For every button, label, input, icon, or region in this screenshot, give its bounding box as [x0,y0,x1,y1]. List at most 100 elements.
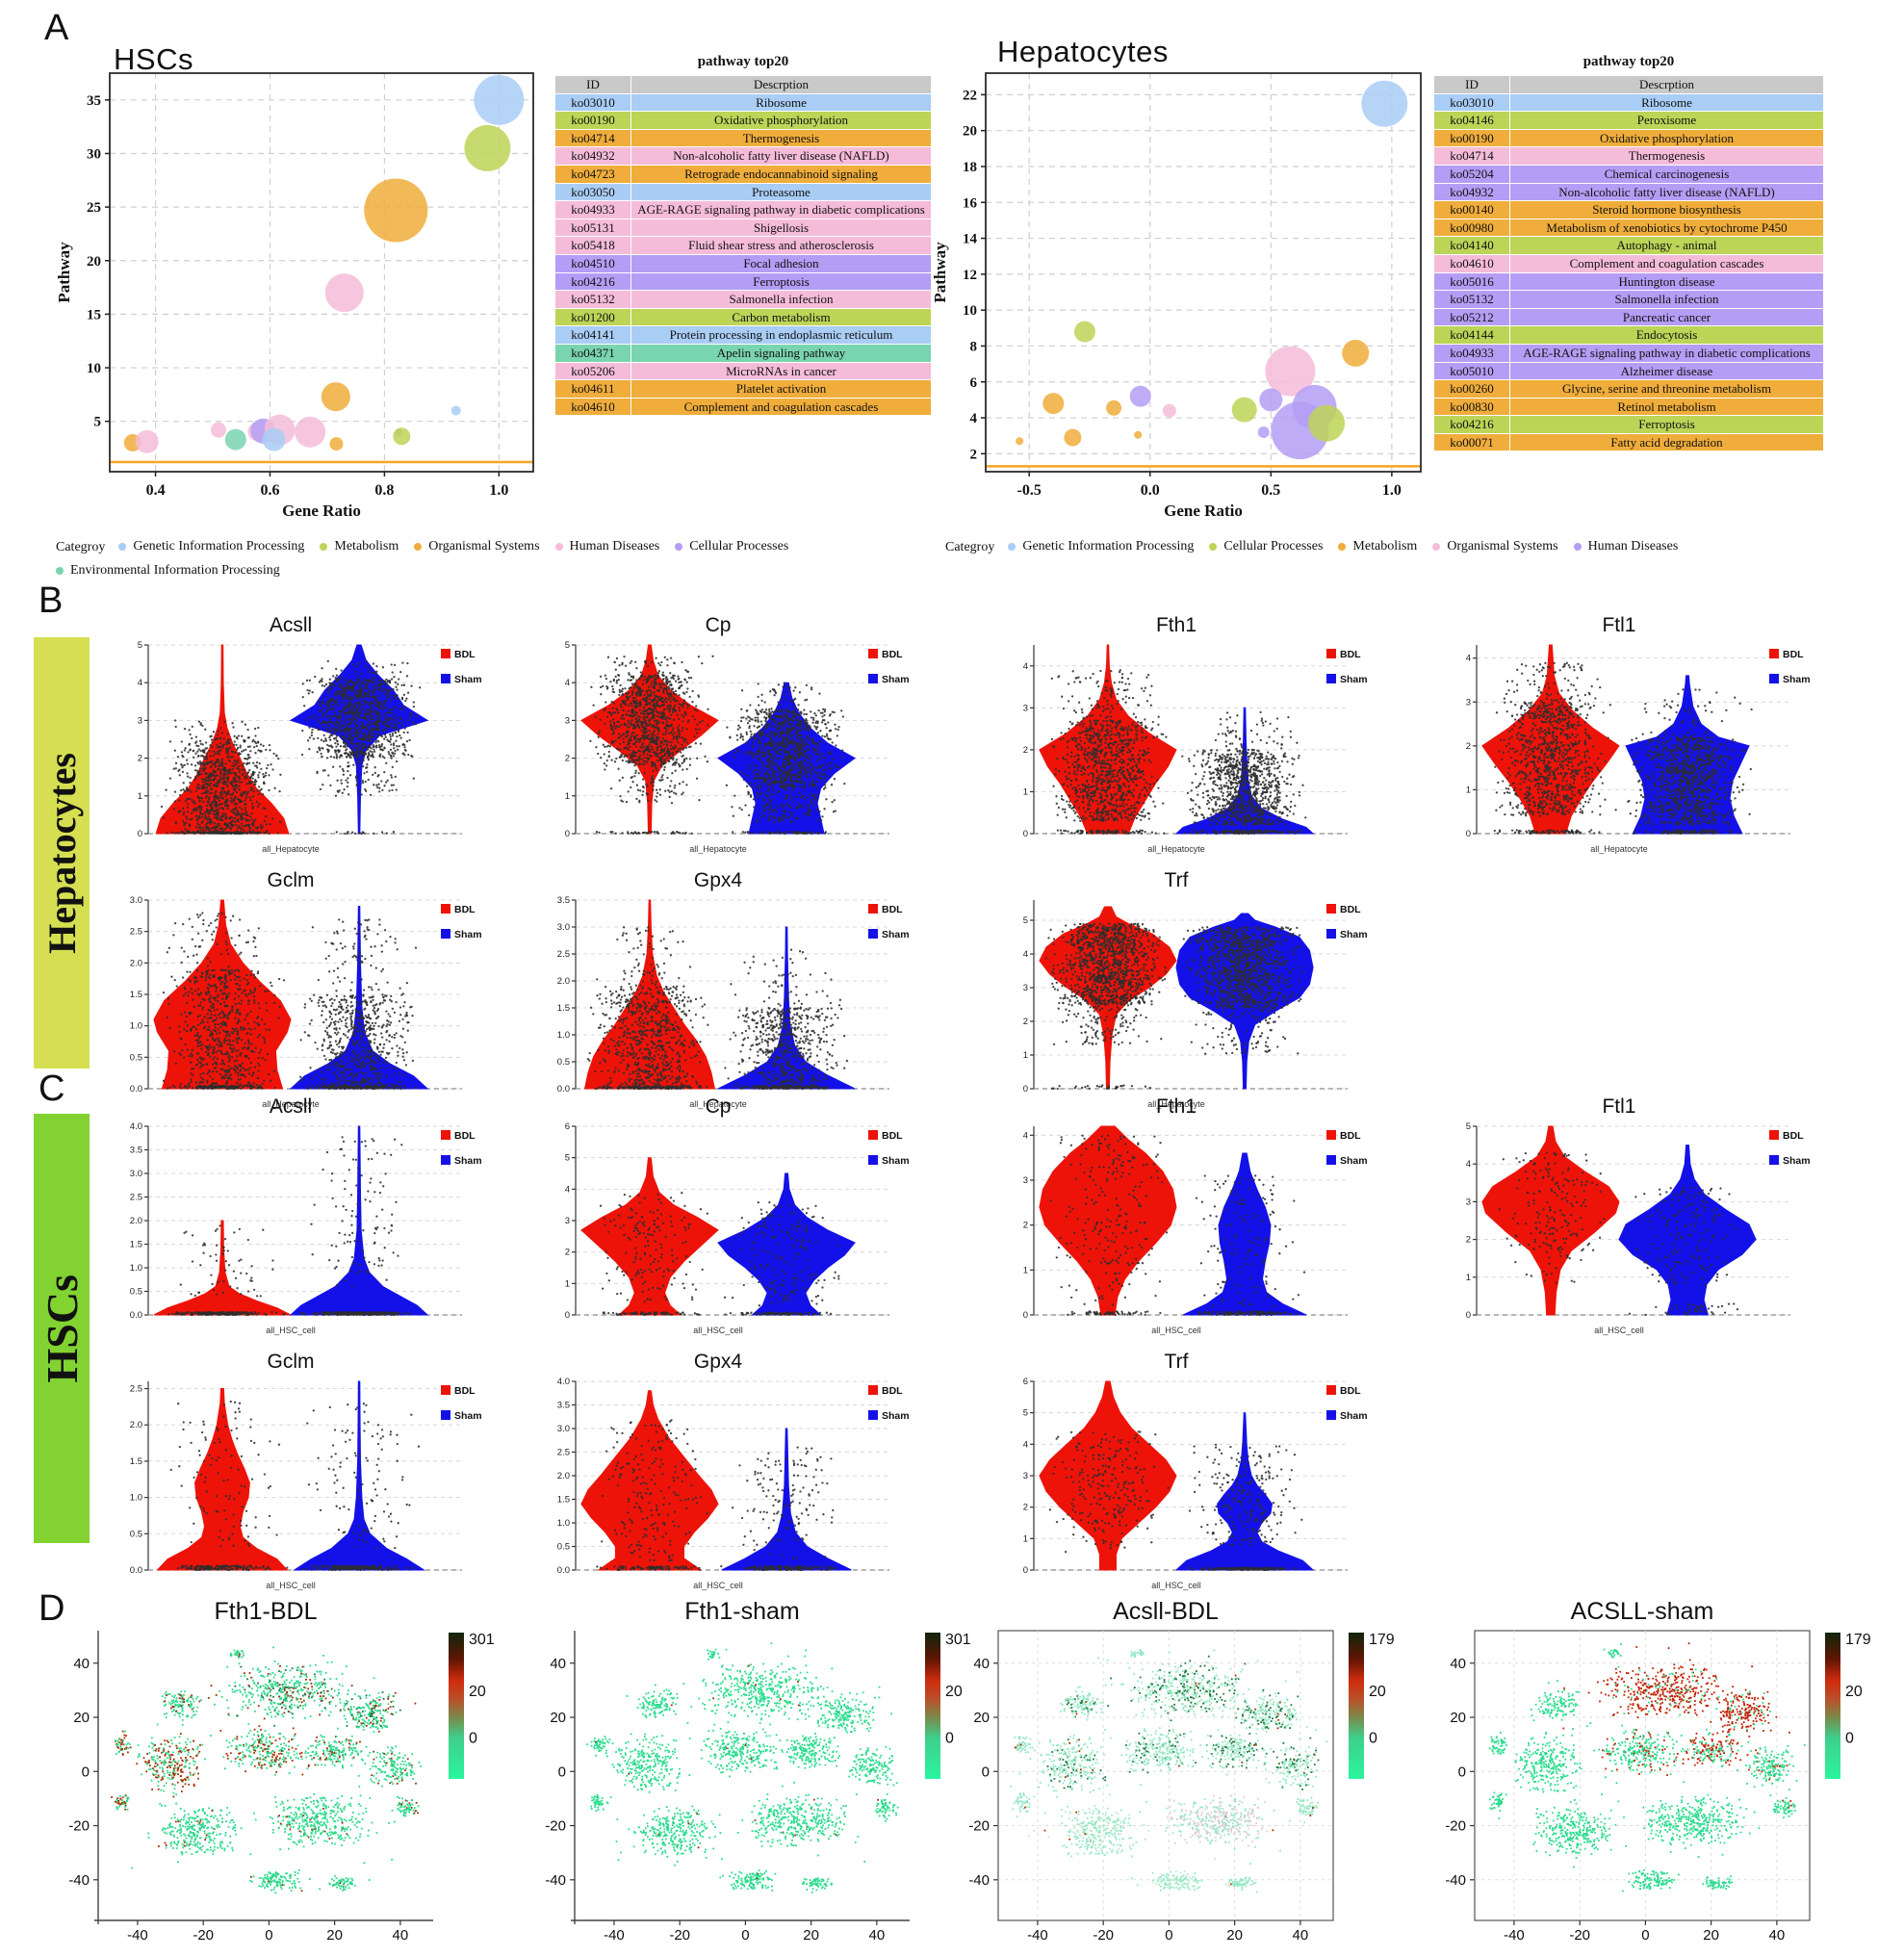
violin-x-label: all_HSC_cell [266,1326,316,1335]
svg-text:5: 5 [138,640,142,651]
points-bdl [162,912,286,1091]
hepatocytes-row-band-label: Hepatocytes [39,753,85,954]
legend-item: Human Diseases [554,535,659,558]
svg-text:16: 16 [963,195,978,211]
svg-text:22: 22 [963,88,977,103]
points-bdl [1498,1151,1606,1284]
points-sham [1627,688,1753,836]
svg-text:10: 10 [87,361,101,376]
violin-hep-cp: 0 1 2 3 4 5 Cp all_Hepatocyte BDL Sham [531,616,945,859]
points-sham [299,918,418,1091]
table-row: ko05010 Alzheimer disease [1433,361,1824,381]
table-row: ko04714 Thermogenesis [1433,146,1824,166]
pathway-desc-cell: AGE-RAGE signaling pathway in diabetic c… [1509,343,1824,363]
svg-text:15: 15 [87,307,101,322]
table-row: ko01200 Carbon metabolism [554,307,932,327]
violin-title: Cp [706,616,732,636]
legend-item-label: Environmental Information Processing [70,559,280,582]
points-sham [299,1136,411,1317]
hscs-table-title: pathway top20 [554,54,932,70]
table-row: ko04216 Ferroptosis [554,271,932,292]
pathway-desc-cell: Ribosome [630,92,932,113]
violin-title: Cp [706,1097,732,1118]
pathway-desc-cell: Ferroptosis [630,271,932,292]
hepatocytes-bubble-title: Hepatocytes [997,35,1169,69]
violin-shape-sham [1618,1145,1757,1316]
pathway-id-cell: ko04216 [1433,415,1510,434]
svg-text:0: 0 [138,829,142,839]
svg-text:2: 2 [970,447,978,462]
violin-x-label: all_Hepatocyte [1147,844,1205,854]
points-bdl [167,1224,286,1317]
points-bdl [596,1419,708,1572]
legend-item-label: Genetic Information Processing [133,535,304,558]
legend-item: Genetic Information Processing [118,535,304,558]
svg-text:1: 1 [565,791,570,802]
svg-text:30: 30 [87,146,101,162]
pathway-desc-cell: Autophagy - animal [1509,236,1824,255]
table-row: ko00071 Fatty acid degradation [1433,432,1824,452]
legend-item: Organismal Systems [1432,535,1558,558]
pathway-desc-cell: Oxidative phosphorylation [1509,128,1824,148]
svg-text:0: 0 [565,829,570,839]
violin-hsc-trf: 0 1 2 3 4 5 6 Trf all_HSC_cell BDL Sham [990,1352,1403,1595]
points-sham [301,1403,421,1572]
pathway-id-cell: ko00190 [554,111,631,130]
violin-title: Trf [1165,871,1189,891]
pathway-id-cell: ko03050 [554,182,631,202]
hscs-pathway-table-grid: ID Descrption ko03010 Ribosome ko00190 Oxidat… [554,75,932,417]
points-sham [1187,1443,1303,1572]
legend-dot-icon [320,543,328,551]
pathway-desc-cell: Proteasome [630,182,932,202]
table-row: ko03010 Ribosome [1433,92,1824,113]
points-sham [724,948,849,1091]
legend-item: Genetic Information Processing [1008,535,1194,558]
hepatocytes-category-legend: Categroy Genetic Information Processing Ce… [945,535,1812,559]
pathway-id-cell: ko00071 [1433,432,1510,452]
panel-a-label: A [44,8,68,49]
hepatocytes-row-band: Hepatocytes [34,637,90,1069]
legend-dot-icon [1008,543,1016,551]
table-row: ko00980 Metabolism of xenobiotics by cyto… [1433,218,1824,238]
legend-item: Metabolism [320,535,399,558]
table-row: ko00140 Steroid hormone biosynthesis [1433,200,1824,219]
pathway-desc-cell: Apelin signaling pathway [630,343,932,363]
points-bdl [1044,922,1168,1091]
pathway-id-cell: ko04933 [1433,343,1510,363]
legend-dot-icon [675,543,683,551]
legend-dot-icon [118,543,127,551]
violin-hsc-gpx4: 0.0 0.5 1.0 1.5 2.0 2.5 3.0 3.5 4.0 Gpx4 all_HSC_c… [531,1352,945,1595]
svg-text:0.8: 0.8 [374,482,394,499]
violin-hep-acsll: 0 1 2 3 4 5 Acsll all_Hepatocyte BDL Sham [104,616,518,859]
svg-text:20: 20 [963,124,977,140]
table-row: ko05212 Pancreatic cancer [1433,307,1824,327]
pathway-id-cell: ko05016 [1433,271,1510,292]
pathway-id-cell: ko04140 [1433,236,1510,255]
pathway-id-cell: ko04371 [554,343,631,363]
svg-text:4: 4 [970,411,978,426]
violin-shape-sham [721,1428,852,1571]
tsne-fth1-bdl: -40 -40 -20 -20 0 0 20 20 40 40 Fth1-BDL 301 20 0 [48,1598,518,1957]
svg-text:12: 12 [963,268,977,283]
table-row: ko03010 Ribosome [554,92,932,113]
violin-plot-svg: 0.00.51.01.52.02.53.03.54.0 Acsll all_HSC_… [130,1097,482,1335]
violin-x-label: all_HSC_cell [693,1326,743,1335]
pathway-id-cell: ko04510 [554,253,631,273]
violin-shape-bdl [156,1388,289,1571]
table-row: ko04510 Focal adhesion [554,253,932,273]
pathway-desc-cell: Protein processing in endoplasmic reticu… [630,325,932,345]
violin-x-label: all_Hepatocyte [1147,1099,1205,1109]
hscs-row-band: HSCs [34,1114,90,1543]
violin-plot-svg: 0.00.51.01.52.02.53.0Gclmall_HepatocyteB… [130,871,482,1109]
violin-shape-sham [289,906,429,1090]
legend-item-label: Organismal Systems [428,535,539,558]
table-row: ko04723 Retrograde endocannabinoid signal… [554,164,932,184]
tsne-points [1010,1649,1328,1893]
